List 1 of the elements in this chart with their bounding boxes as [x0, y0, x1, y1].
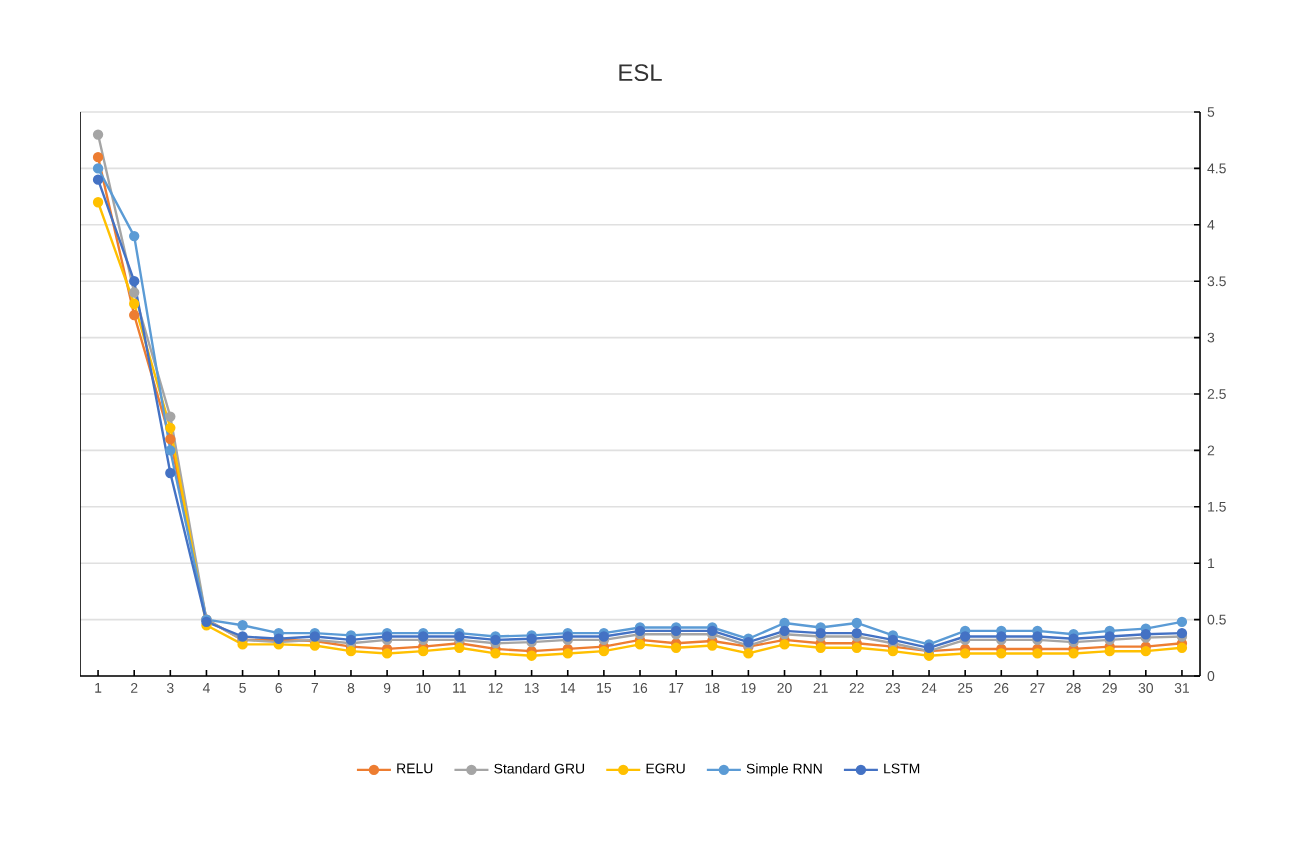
- chart-title: ESL: [619, 64, 662, 82]
